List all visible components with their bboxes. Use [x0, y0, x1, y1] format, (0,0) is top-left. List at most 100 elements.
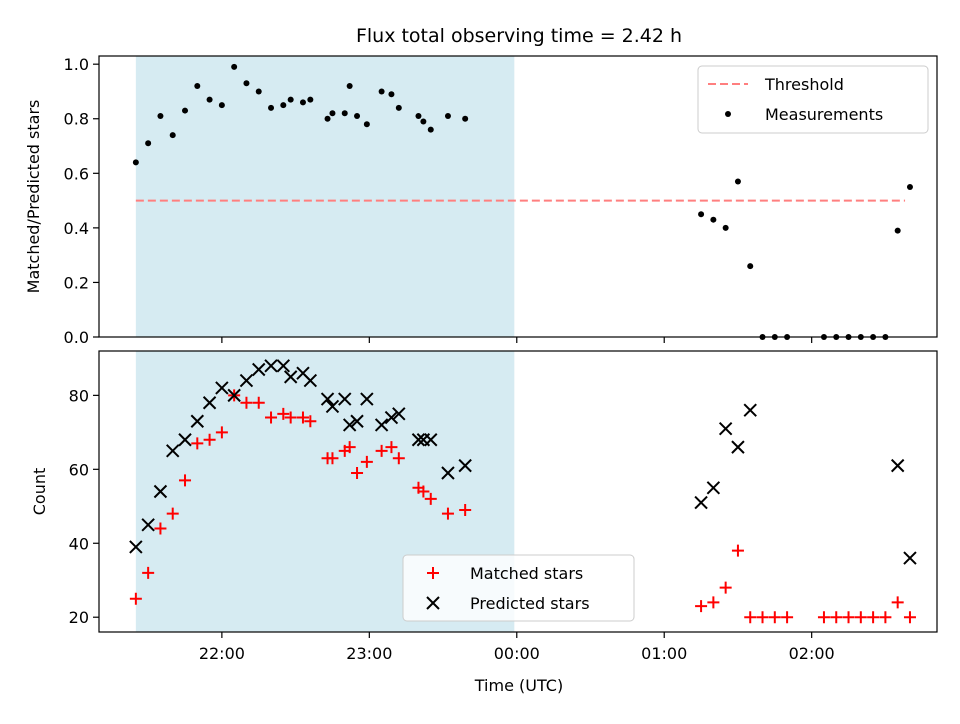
matched-star-point: [392, 452, 405, 465]
legend-matched-swatch: [427, 567, 439, 579]
matched-star-point: [129, 592, 142, 605]
measurement-point: [145, 140, 152, 147]
top-shaded-region: [135, 56, 515, 337]
matched-star-point: [215, 426, 228, 439]
top-axes-frame: [98, 55, 938, 338]
legend-predicted-label: Predicted stars: [470, 594, 590, 613]
legend-matched-label: Matched stars: [470, 564, 583, 583]
measurement-point: [132, 159, 139, 166]
measurement-point: [341, 110, 348, 117]
measurement-point: [218, 102, 225, 109]
matched-star-point: [441, 507, 454, 520]
measurement-point: [157, 113, 164, 120]
measurement-point: [747, 263, 754, 270]
predicted-star-point: [264, 359, 278, 373]
measurement-point: [415, 113, 422, 120]
predicted-star-point: [276, 359, 291, 373]
x-tick-label: 23:00: [346, 644, 392, 663]
bottom-series-predicted-stars: [129, 359, 917, 565]
predicted-star-point: [342, 418, 357, 432]
chart-title: Flux total observing time = 2.42 h: [356, 25, 682, 47]
predicted-star-point: [190, 414, 205, 428]
top-y-tick-label: 0.4: [64, 219, 89, 238]
matched-star-point: [903, 611, 916, 624]
matched-star-point: [265, 411, 278, 424]
predicted-star-point: [360, 392, 374, 406]
measurement-point: [710, 216, 717, 223]
legend-threshold-label: Threshold: [764, 75, 844, 94]
matched-star-point: [707, 596, 720, 609]
measurement-point: [268, 104, 275, 111]
predicted-star-point: [458, 458, 472, 473]
top-y-tick-label: 0.8: [64, 110, 89, 129]
measurement-point: [378, 88, 385, 95]
x-tick-label: 00:00: [494, 644, 540, 663]
measurement-point: [182, 107, 189, 114]
matched-star-point: [154, 522, 167, 535]
matched-star-point: [360, 455, 373, 468]
measurement-point: [722, 224, 729, 231]
top-panel: 0.0 0.2 0.4 0.6 0.8 1.0 Matched/Predicted star…: [24, 55, 938, 347]
predicted-star-point: [441, 466, 455, 480]
predicted-star-point: [694, 495, 708, 510]
matched-star-point: [191, 437, 204, 450]
predicted-star-point: [374, 418, 389, 432]
measurement-point: [444, 113, 451, 120]
predicted-star-point: [325, 399, 340, 414]
bottom-y-tick-label: 80: [69, 386, 89, 405]
matched-star-point: [719, 581, 732, 594]
measurement-point: [324, 115, 331, 122]
matched-star-point: [830, 611, 843, 624]
matched-star-point: [385, 441, 398, 454]
matched-star-point: [252, 396, 265, 409]
predicted-star-point: [338, 392, 352, 406]
legend-box: [697, 65, 929, 134]
matched-star-point: [179, 474, 192, 487]
matched-star-point: [817, 611, 830, 624]
predicted-star-point: [320, 392, 335, 406]
matched-star-point: [417, 485, 430, 498]
top-legend: Threshold Measurements: [697, 65, 929, 134]
bottom-series-matched-stars: [129, 389, 916, 624]
measurement-point: [329, 110, 336, 117]
predicted-star-point: [350, 414, 364, 428]
predicted-star-point: [890, 458, 905, 473]
matched-star-point: [284, 411, 297, 424]
measurement-point: [395, 104, 402, 111]
bottom-y-axis-label: Count: [30, 468, 49, 516]
predicted-star-point: [706, 481, 721, 495]
matched-star-point: [424, 492, 437, 505]
top-y-tick-label: 0.2: [64, 273, 89, 292]
measurement-point: [346, 83, 353, 90]
matched-star-point: [166, 507, 179, 520]
measurement-point: [363, 121, 370, 128]
matched-star-point: [854, 611, 867, 624]
legend-box: [402, 554, 635, 622]
matched-star-point: [768, 611, 781, 624]
bottom-y-tick-label: 60: [69, 460, 89, 479]
top-y-tick-label: 1.0: [64, 55, 89, 74]
measurement-point: [231, 63, 238, 70]
predicted-star-point: [252, 362, 266, 377]
matched-star-point: [375, 444, 388, 457]
measurement-point: [169, 132, 176, 139]
predicted-star-point: [718, 421, 733, 436]
predicted-star-point: [166, 444, 180, 458]
x-axis-label: Time (UTC): [474, 676, 563, 695]
matched-star-point: [142, 566, 155, 579]
predicted-star-point: [384, 410, 399, 425]
measurement-point: [280, 102, 287, 109]
matched-star-point: [744, 611, 757, 624]
measurement-point: [906, 183, 913, 190]
measurement-point: [206, 96, 213, 103]
measurement-point: [299, 99, 306, 106]
predicted-star-point: [743, 403, 757, 417]
predicted-star-point: [411, 433, 426, 447]
predicted-star-point: [903, 551, 917, 565]
top-series-measurements: [132, 63, 913, 340]
predicted-star-point: [215, 381, 229, 395]
matched-star-point: [891, 596, 904, 609]
matched-star-point: [277, 407, 290, 420]
x-tick-label: 01:00: [641, 644, 687, 663]
